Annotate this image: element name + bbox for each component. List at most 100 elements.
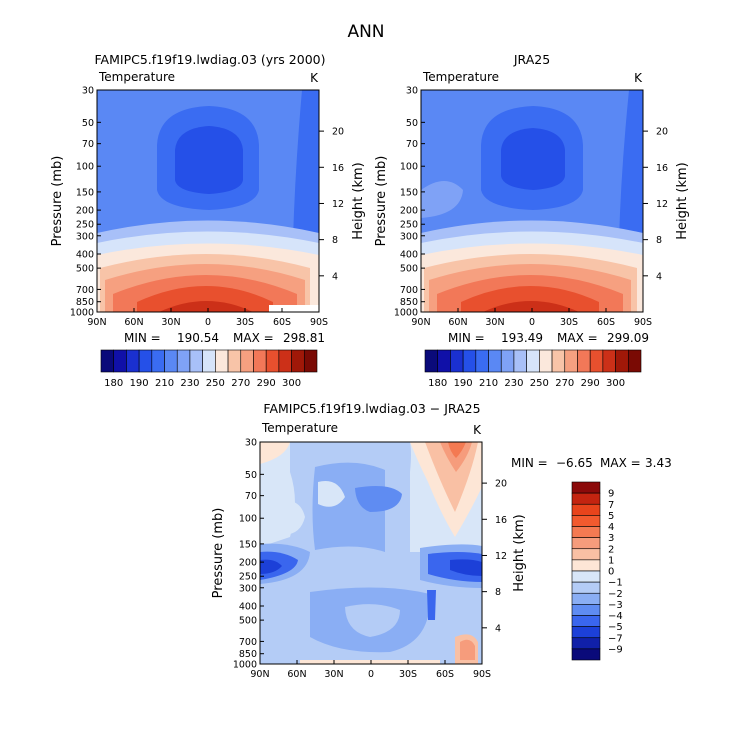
colorbar-swatch (265, 349, 280, 373)
min-value: −6.65 (556, 456, 593, 470)
min-value: 193.49 (501, 331, 543, 345)
min-label: MIN = (448, 331, 485, 345)
y2-tick-label: 4 (495, 623, 501, 634)
colorbar-swatch (571, 548, 601, 561)
y-tick-label: 300 (400, 231, 418, 242)
colorbar-swatch (424, 349, 439, 373)
colorbar-swatch (437, 349, 451, 373)
colorbar-label: 210 (479, 378, 498, 389)
y-tick-label: 250 (400, 220, 418, 231)
colorbar-swatch (571, 570, 601, 583)
colorbar-label: 180 (428, 378, 447, 389)
y-tick-label: 850 (76, 297, 94, 308)
panel-model-title: FAMIPC5.f19f19.lwdiag.03 (yrs 2000) (95, 52, 326, 67)
colorbar-label: 300 (282, 378, 301, 389)
contour-band (272, 501, 305, 535)
panel-model-plot (97, 90, 319, 312)
y2-axis-label: Height (km) (351, 162, 366, 239)
x-tick-label: 60S (436, 669, 454, 680)
y-tick-label: 300 (239, 583, 257, 594)
colorbar-swatch (539, 349, 553, 373)
y2-axis-label: Height (km) (675, 162, 690, 239)
colorbar-swatch (164, 349, 178, 373)
y2-tick-label: 12 (332, 199, 344, 210)
y-tick-label: 1000 (233, 660, 257, 671)
colorbar-label: 230 (180, 378, 199, 389)
y2-tick-label: 20 (656, 127, 668, 138)
max-label: MAX = (557, 331, 598, 345)
colorbar-swatch (240, 349, 254, 373)
y-tick-label: 400 (400, 249, 418, 260)
y-tick-label: 50 (245, 470, 257, 481)
panel-obs: JRA25 Temperature K 30507010015020025030… (374, 52, 690, 389)
x-tick-label: 90S (310, 317, 328, 328)
colorbar-swatch (571, 503, 601, 516)
min-label: MIN = (124, 331, 161, 345)
colorbar-label: 290 (581, 378, 600, 389)
colorbar-swatch (615, 349, 629, 373)
colorbar-swatch (571, 492, 601, 505)
colorbar-swatch (450, 349, 464, 373)
colorbar-label: 1 (608, 555, 614, 566)
contour-band (425, 442, 478, 512)
colorbar-label: −1 (608, 578, 623, 589)
y2-tick-label: 12 (656, 199, 668, 210)
y2-tick-label: 16 (656, 163, 668, 174)
colorbar-swatch (151, 349, 165, 373)
colorbar-label: 270 (231, 378, 250, 389)
x-tick-label: 30S (399, 669, 417, 680)
panel-model-units: K (310, 71, 319, 85)
min-value: 190.54 (177, 331, 219, 345)
contour-band (137, 286, 273, 312)
colorbar-swatch (291, 349, 305, 373)
colorbar-swatch (602, 349, 616, 373)
y-axis-label: Pressure (mb) (50, 156, 65, 247)
y-tick-label: 700 (76, 285, 94, 296)
y-tick-label: 100 (76, 162, 94, 173)
y2-tick-label: 20 (495, 479, 507, 490)
y-tick-label: 400 (239, 601, 257, 612)
x-tick-label: 0 (529, 317, 535, 328)
y-tick-label: 150 (76, 187, 94, 198)
colorbar-swatch (571, 581, 601, 594)
y-tick-label: 1000 (70, 308, 94, 319)
colorbar-swatch (564, 349, 578, 373)
y-tick-label: 30 (82, 86, 94, 97)
y-tick-label: 50 (82, 118, 94, 129)
contour-band (460, 639, 475, 660)
y-tick-label: 850 (239, 649, 257, 660)
colorbar-swatch (571, 559, 601, 572)
x-tick-label: 90N (411, 317, 430, 328)
y-tick-label: 700 (239, 637, 257, 648)
colorbar-swatch (571, 604, 601, 616)
colorbar-swatch (571, 637, 601, 650)
contour-band (293, 90, 319, 240)
colorbar-label: 9 (608, 489, 614, 500)
contour-band (318, 481, 345, 507)
colorbar-label: 290 (257, 378, 276, 389)
panel-diff: FAMIPC5.f19f19.lwdiag.03 − JRA25 Tempera… (211, 401, 672, 680)
colorbar-label: 230 (504, 378, 523, 389)
y2-tick-label: 4 (656, 271, 662, 282)
y-tick-label: 250 (76, 220, 94, 231)
contour-band (450, 559, 482, 576)
y-tick-label: 100 (400, 162, 418, 173)
colorbar-swatch (215, 349, 229, 373)
panel-model: FAMIPC5.f19f19.lwdiag.03 (yrs 2000) Temp… (50, 52, 366, 389)
colorbar-label: −9 (608, 644, 623, 655)
contour-band (260, 442, 290, 464)
colorbar-label: 4 (608, 522, 614, 533)
x-tick-label: 90S (473, 669, 491, 680)
panel-model-variable: Temperature (98, 70, 175, 84)
colorbar-label: −4 (608, 611, 623, 622)
max-value: 299.09 (607, 331, 649, 345)
max-value: 3.43 (645, 456, 672, 470)
colorbar-label: 3 (608, 533, 614, 544)
y-tick-label: 70 (82, 139, 94, 150)
colorbar-swatch (488, 349, 502, 373)
max-label: MAX = (600, 456, 641, 470)
colorbar-label: 300 (606, 378, 625, 389)
colorbar-swatch (227, 349, 242, 373)
colorbar-swatch (138, 349, 153, 373)
x-tick-label: 60N (287, 669, 306, 680)
